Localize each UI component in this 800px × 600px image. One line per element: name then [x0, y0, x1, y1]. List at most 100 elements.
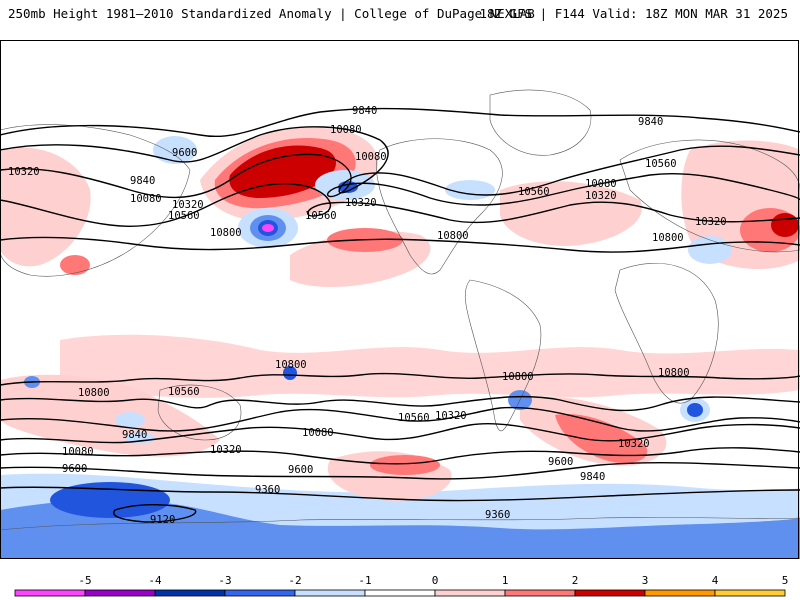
contour-label: 10560: [305, 210, 337, 222]
contour-label: 10080: [330, 124, 362, 136]
north-pacific-negative-nw: [153, 136, 197, 164]
contour-9120-south: [113, 504, 197, 523]
contour-label: 9840: [638, 116, 663, 128]
colorbar-cells: [14, 589, 786, 597]
contour-label: 10560: [398, 412, 430, 424]
southern-pacific-negative-west-2: [125, 432, 155, 444]
contour-10320-north: [0, 153, 800, 206]
contour-label: 10080: [355, 151, 387, 163]
contour-label: 9120: [150, 514, 175, 526]
contour-label: 10560: [168, 210, 200, 222]
contour-label: 10800: [658, 367, 690, 379]
north-america-outline: [375, 138, 503, 275]
contour-10800-north: [0, 236, 800, 253]
contour-label: 10080: [62, 446, 94, 458]
colorbar-tick-label: 4: [712, 574, 719, 587]
contour-9840-south: [0, 447, 800, 465]
colorbar-cell: [84, 589, 156, 597]
contour-label: 10080: [585, 178, 617, 190]
contour-label: 10800: [210, 227, 242, 239]
contour-10560-south: [0, 395, 800, 412]
south-atlantic-positive-mod: [555, 414, 648, 464]
contour-label: 10800: [275, 359, 307, 371]
colorbar-tick-label: -3: [218, 574, 231, 587]
tropical-pacific-negative: [283, 366, 297, 380]
greenland-outline: [489, 89, 592, 156]
pacific-negative-extreme: [262, 224, 274, 232]
antarctic-moderate-band: [0, 499, 800, 559]
contour-10080-north: [0, 126, 800, 196]
south-pacific-positive-mod: [370, 455, 440, 475]
colorbar-cell: [574, 589, 646, 597]
anomaly-map: 9840 9840 9840 9840 9840 9600 9600 9600 …: [0, 40, 800, 559]
contour-9840-north: [0, 107, 800, 137]
africa-outline: [614, 263, 719, 404]
colorbar-cell: [504, 589, 576, 597]
colorbar-tick-label: 3: [642, 574, 649, 587]
tropical-positive-belt: [60, 334, 800, 398]
colorbar-tick-label: -5: [78, 574, 91, 587]
colorbar-tick-label: -1: [358, 574, 371, 587]
contour-label: 10560: [645, 158, 677, 170]
southern-pacific-negative-west: [115, 412, 145, 428]
aleutian-positive-strong: [229, 145, 336, 198]
contour-label: 9600: [172, 147, 197, 159]
contour-label: 10800: [652, 232, 684, 244]
south-indian-east-negative-core: [687, 403, 703, 417]
contour-label: 10320: [435, 410, 467, 422]
contour-label: 10560: [518, 186, 550, 198]
colorbar-cell: [434, 589, 506, 597]
contour-label: 10320: [585, 190, 617, 202]
contour-label: 9840: [580, 471, 605, 483]
colorbar-ticks: -5 -4 -3 -2 -1 0 1 2 3 4 5: [78, 574, 788, 587]
anomaly-shading: [0, 127, 800, 559]
colorbar-cell: [364, 589, 436, 597]
colorbar-cell: [294, 589, 366, 597]
colorbar-tick-label: -2: [288, 574, 301, 587]
contour-10080-south: [0, 422, 800, 444]
contour-label: 10800: [437, 230, 469, 242]
asia-outline: [0, 124, 191, 277]
contour-label: 10080: [302, 427, 334, 439]
colorbar-tick-label: 0: [432, 574, 439, 587]
contour-label: 10320: [210, 444, 242, 456]
contour-label: 9360: [485, 509, 510, 521]
contour-labels: 9840 9840 9840 9840 9840 9600 9600 9600 …: [8, 105, 727, 526]
contour-label: 9840: [130, 175, 155, 187]
colorbar-tick-label: 5: [782, 574, 789, 587]
europe-positive-strong: [771, 213, 799, 237]
contour-label: 10800: [78, 387, 110, 399]
north-atlantic-positive: [500, 181, 642, 246]
height-contours: [0, 107, 800, 523]
contour-label: 10800: [502, 371, 534, 383]
colorbar-tick-label: 1: [502, 574, 509, 587]
contour-label: 10320: [8, 166, 40, 178]
contour-9600-south: [0, 461, 800, 480]
contour-label: 9840: [352, 105, 377, 117]
contour-9360-south: [0, 486, 800, 502]
contour-10560-north: [0, 183, 800, 227]
asia-west-positive-mod: [60, 255, 90, 275]
europe-outline: [619, 139, 800, 253]
colorbar-cell: [644, 589, 716, 597]
colorbar-tick-label: -4: [148, 574, 162, 587]
contour-label: 10320: [695, 216, 727, 228]
contour-10800-south: [0, 372, 800, 386]
contour-label: 10320: [345, 197, 377, 209]
contour-label: 10320: [172, 199, 204, 211]
map-title: 250mb Height 1981–2010 Standardized Anom…: [8, 6, 535, 21]
contour-label: 10560: [168, 386, 200, 398]
south-america-outline: [464, 279, 542, 432]
colorbar-cell: [14, 589, 86, 597]
run-info: 18Z GFS | F144 Valid: 18Z MON MAR 31 202…: [479, 6, 788, 21]
contour-label: 9840: [122, 429, 147, 441]
asia-west-positive: [0, 147, 91, 267]
contour-label: 10320: [618, 438, 650, 450]
colorbar-tick-label: 2: [572, 574, 579, 587]
anomaly-colorbar: -5 -4 -3 -2 -1 0 1 2 3 4 5: [14, 574, 788, 597]
colorbar-cell: [224, 589, 296, 597]
contour-label: 9600: [548, 456, 573, 468]
contour-label: 9600: [288, 464, 313, 476]
contour-label: 9360: [255, 484, 280, 496]
contour-label: 10080: [130, 193, 162, 205]
